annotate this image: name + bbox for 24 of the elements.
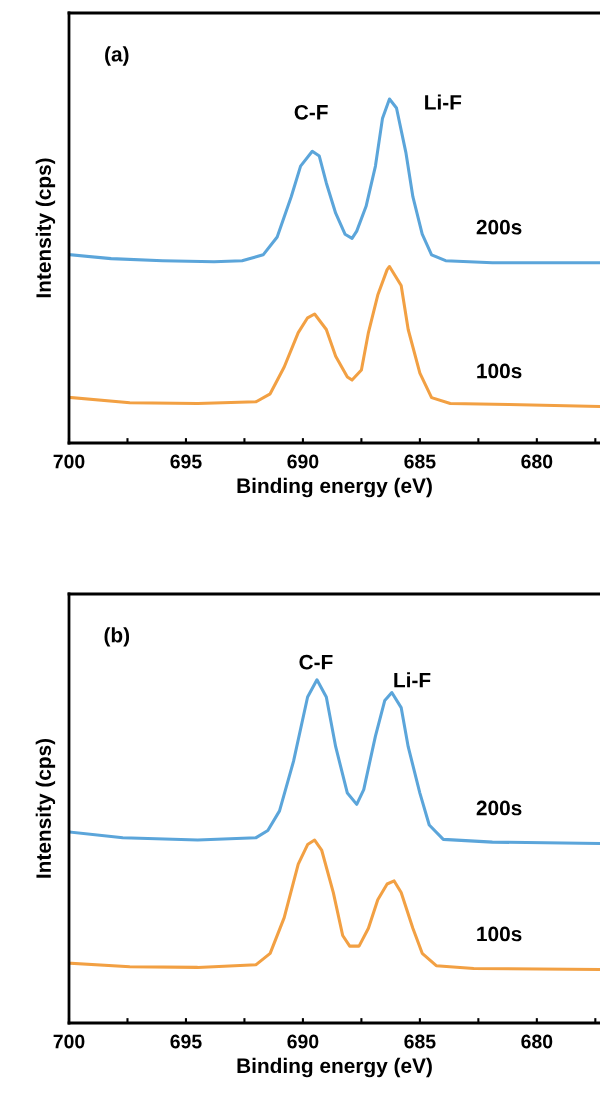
series-label: 200s [476,800,522,816]
annotation: Li-F [425,94,462,110]
x-tick-label: 680 [521,454,553,469]
series-label: 100s [477,926,522,942]
x-axis-title: Binding energy (eV) [237,1057,432,1078]
text: C-F [299,654,333,670]
x-axis-title: Binding energy (eV) [237,477,432,498]
x-tick-label: 695 [170,454,202,469]
x-tick-label: 690 [287,454,319,469]
x-tick-label: 695 [170,1034,202,1049]
y-axis-title: Intensity (cps) [35,738,56,878]
x-tick-label: 685 [404,454,436,469]
x-tick-label: 685 [404,1034,436,1049]
series-label: 200s [476,219,522,235]
x-tick-label: 690 [287,1034,319,1049]
x-tick-label: 700 [53,1034,85,1049]
text: (a) [105,46,129,66]
x-tick-label: 680 [521,1034,553,1049]
annotation: Li-F [394,672,431,688]
series-label: 100s [477,363,522,379]
x-tick-label: 700 [53,454,85,469]
y-axis-title: Intensity (cps) [35,158,56,298]
text: (b) [104,627,130,647]
annotation: C-F [294,104,328,120]
